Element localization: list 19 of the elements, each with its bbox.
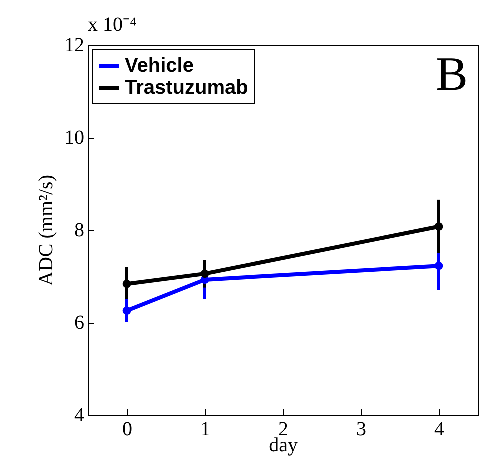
y-axis-title: ADC (mm²/s) [36,175,58,286]
x-tick-label: 4 [434,418,444,440]
annotation: B [436,48,468,101]
legend-label: Vehicle [125,55,194,77]
point [122,306,132,316]
point [434,262,444,270]
point [434,222,444,231]
y-tick-label: 6 [74,312,84,334]
text: x 10⁻⁴ [88,14,137,36]
point [200,270,210,278]
y-tick-label: 10 [64,127,84,149]
point [122,280,132,288]
legend-label: Trastuzumab [125,77,248,99]
y-tick-label: 12 [64,34,84,56]
y-tick-label: 4 [74,404,84,426]
y-tick-label: 8 [74,220,84,242]
x-tick-label: 1 [200,418,210,440]
x-tick-label: 0 [122,418,132,440]
x-tick-label: 3 [356,418,366,440]
